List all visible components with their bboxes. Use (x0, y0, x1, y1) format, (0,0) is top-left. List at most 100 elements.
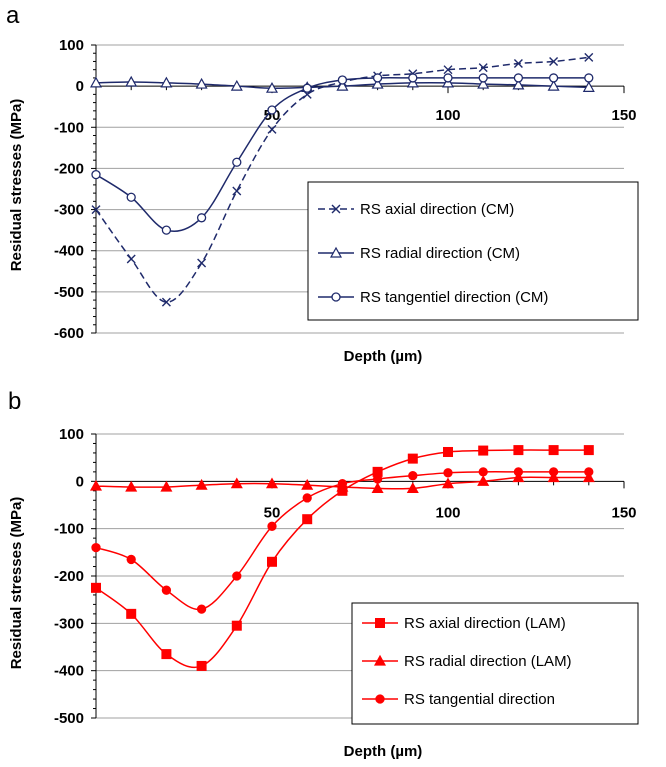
chart-b-series-2-point (441, 477, 455, 489)
chart-b-series-2-point (477, 475, 490, 486)
chart-a-legend-box (307, 181, 639, 321)
chart-a-series-3-point (443, 73, 453, 83)
chart-b-y-tick-label: -500 (54, 710, 84, 727)
chart-b-series-3-point (548, 467, 559, 477)
chart-a-legend-marker (329, 246, 343, 258)
chart-b-series-3-point (267, 521, 277, 531)
chart-a-y-tick-label: -200 (54, 160, 84, 177)
chart-b-legend: RS axial direction (LAM) RS radial direct… (351, 602, 639, 725)
chart-a-series-3-point (408, 73, 418, 83)
chart-a-legend-marker (331, 204, 341, 214)
chart-a-y-tick-label: -500 (54, 284, 84, 301)
chart-a-series-1-point-stroke-2 (161, 297, 171, 307)
chart-a-series-2-point (547, 79, 560, 91)
chart-b-x-tick-label: 100 (435, 504, 460, 521)
chart-b-series-3-point (478, 467, 488, 477)
chart-b-series-2-point (371, 482, 384, 494)
chart-a-series-1-point (267, 124, 277, 134)
chart-a-y-tick-label: -300 (54, 202, 84, 219)
chart-b-series-3-point (337, 479, 348, 489)
chart-b-legend-marker (375, 618, 385, 628)
chart-b-series-2-point (125, 480, 138, 492)
chart-a-series-3-point (91, 169, 101, 180)
chart-b-legend-marker (373, 654, 387, 666)
chart-b-series-3-point (372, 474, 383, 484)
chart-b-y-tick-label: 100 (59, 426, 84, 443)
chart-a-series-1-point-stroke-2 (232, 186, 242, 196)
chart-a-x-tick-label: 100 (435, 107, 460, 124)
chart-a-series-3-point (196, 213, 207, 223)
chart-a-series-1-point (443, 65, 453, 75)
chart-a-series-3-point (302, 83, 312, 93)
chart-b-y-tick-label: -300 (54, 615, 84, 632)
chart-a-series-2-point (125, 75, 138, 87)
chart-b-series-2-point (406, 482, 419, 494)
chart-a-y-tick-label: -600 (54, 325, 84, 342)
chart-b-series-3-point (302, 493, 312, 503)
chart-a-x-tick-label: 150 (611, 107, 636, 124)
chart-b-series-1-point (91, 582, 101, 593)
chart-a-series-3-point (161, 225, 172, 235)
chart-b-series-1-point (267, 556, 277, 567)
chart-a-series-3-point (548, 73, 559, 83)
chart-b-legend-marker (375, 694, 385, 704)
chart-b-series-1-point (196, 660, 207, 671)
chart-a-series-3-point (126, 192, 136, 202)
chart-b-series-1-point (513, 445, 524, 456)
chart-b-series-2-point (301, 478, 314, 490)
chart-a-series-1-point-stroke-2 (513, 59, 523, 69)
chart-a-series-1-point (584, 52, 594, 62)
chart-a-legend-label: RS radial direction (CM) (360, 245, 520, 262)
chart-b-x-tick-label: 150 (611, 504, 636, 521)
chart-a-series-2-point (195, 77, 208, 89)
chart-b-series-2-point (582, 471, 595, 483)
chart-a-series-1-point-stroke-2 (549, 56, 559, 66)
chart-a-legend-marker (331, 292, 341, 302)
chart-b: 100 0 -100 -200 -300 -400 -500 50 100 150 RS axial… (54, 426, 639, 727)
chart-b-y-axis-title: Residual stresses (MPa) (8, 497, 25, 670)
chart-b-series-1-point (478, 445, 489, 456)
chart-a-y-tick-label: 0 (76, 78, 84, 95)
chart-b-series-3-point (584, 467, 594, 477)
chart-a-series-3-point (478, 73, 488, 83)
chart-b-series-3-point (161, 585, 172, 595)
chart-a-series-3 (91, 73, 594, 235)
chart-a-series-2-point (582, 81, 595, 92)
chart-a-series-1-point-stroke-2 (443, 65, 453, 75)
chart-a-series-3-point (337, 75, 348, 85)
panel-letter-a: a (6, 2, 20, 29)
chart-b-series-1-point (161, 649, 172, 660)
chart-b-legend-label: RS radial direction (LAM) (404, 653, 572, 670)
chart-a-series-1-point (126, 254, 136, 264)
chart-b-legend-box (351, 602, 639, 725)
chart-a-legend-marker-stroke-2 (331, 204, 341, 214)
chart-b-x-axis-title: Depth (µm) (344, 743, 423, 760)
chart-b-series-3-point (232, 571, 242, 581)
chart-a-series-2-point (160, 76, 173, 88)
chart-b-series-3-point (196, 604, 207, 614)
chart-b-series-1-point (126, 608, 137, 619)
chart-a-series-1-point-stroke-2 (91, 205, 101, 215)
chart-a-series-1-point (197, 258, 207, 268)
chart-b-series-3-point (126, 554, 136, 565)
chart-a-series-1-point (513, 59, 523, 69)
chart-b-series-1-point (443, 446, 453, 457)
chart-a-series-1-point-stroke-2 (267, 124, 277, 134)
chart-a-series-2 (89, 75, 595, 93)
chart-a-series-3-point (584, 73, 594, 83)
chart-b-series-1-point (407, 453, 418, 464)
chart-b-series-2-point (512, 471, 525, 483)
chart-b-series-1-point (302, 514, 313, 525)
chart-b-series-3-point (443, 468, 453, 478)
chart-a-series-2-point (477, 77, 490, 89)
chart-a-series-1-point (161, 297, 171, 307)
chart-a-series-1-point-stroke-2 (478, 63, 488, 73)
chart-b-series-2-point (230, 477, 243, 489)
chart-b-series-1-point (231, 620, 242, 631)
chart-b-series-2-point (89, 479, 103, 491)
chart-b-y-tick-label: -200 (54, 568, 84, 585)
chart-a-y-tick-label: -400 (54, 243, 84, 260)
chart-a-series-3-point (513, 73, 524, 83)
